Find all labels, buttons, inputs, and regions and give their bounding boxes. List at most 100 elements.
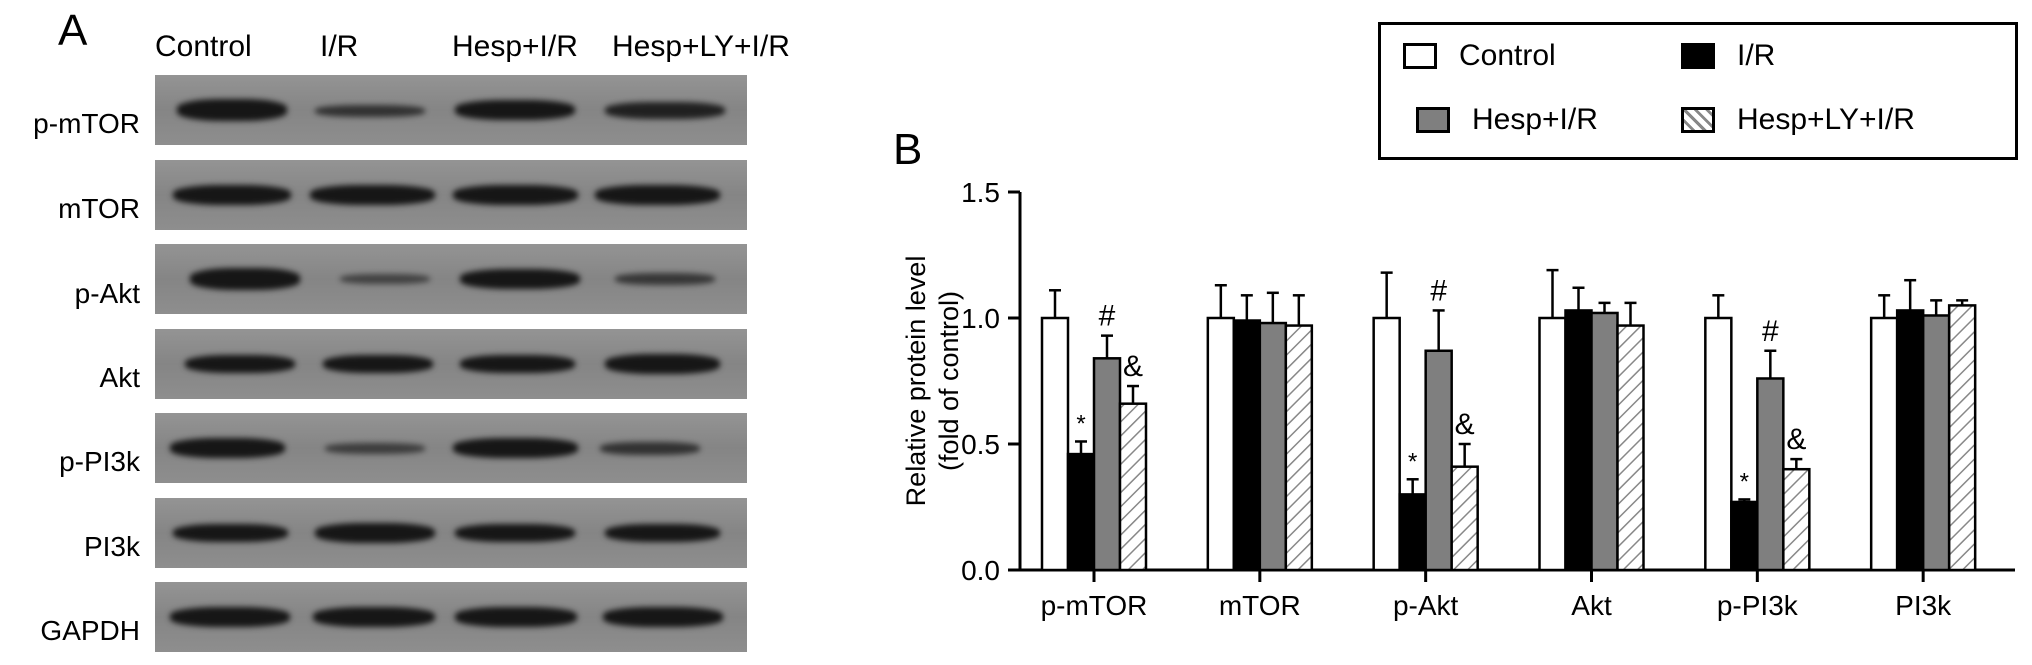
panel-a-letter: A: [58, 6, 88, 55]
significance-marker: *: [1076, 410, 1085, 437]
blot-band: [455, 100, 575, 120]
blot-band: [315, 105, 425, 117]
legend-swatch-ir: [1681, 43, 1715, 69]
bar-I/R-p-PI3k: [1730, 500, 1759, 572]
blot-band: [455, 524, 575, 542]
chart-legend: Control I/R Hesp+I/R Hesp+LY+I/R: [1378, 22, 2018, 160]
panel-b-letter: B: [893, 125, 923, 174]
legend-label-hesp-ir: Hesp+I/R: [1472, 103, 1598, 136]
blot-band: [173, 524, 288, 542]
legend-item-ir: I/R: [1681, 39, 1775, 73]
significance-marker: &: [1786, 423, 1806, 456]
blot-band: [455, 607, 577, 627]
bar-Control-PI3k: [1869, 316, 1899, 572]
blot-row-label-pi3k: PI3k: [83, 531, 140, 562]
blot-band: [177, 99, 287, 121]
blot-band: [453, 438, 578, 458]
x-tick-label: PI3k: [1895, 590, 1952, 621]
blot-band: [185, 355, 295, 373]
lane-header-hesp-ly-ir: Hesp+LY+I/R: [612, 30, 790, 63]
blot-band: [615, 273, 715, 285]
blot-row-label-p-akt: p-Akt: [74, 278, 140, 309]
bar-Control-Akt: [1538, 316, 1567, 572]
blot-band: [190, 268, 300, 290]
blot-strip-p-pi3k: [155, 413, 747, 483]
y-tick-label: 1.5: [961, 177, 1000, 208]
blot-band: [170, 607, 290, 627]
x-tick-label: mTOR: [1219, 590, 1301, 621]
blot-band: [173, 185, 291, 205]
blot-strip-p-mtor: [155, 75, 747, 145]
x-tick-label: p-mTOR: [1041, 590, 1148, 621]
bar-Hesp+I/R-p-PI3k: [1756, 377, 1785, 572]
bar-Hesp+LY+I/R-mTOR: [1284, 324, 1314, 572]
blot-row-label-p-mtor: p-mTOR: [33, 108, 140, 139]
blot-strip-mtor: [155, 160, 747, 230]
blot-band: [325, 443, 425, 454]
legend-label-hesp-ly-ir: Hesp+LY+I/R: [1737, 103, 1915, 136]
blot-strip-p-akt: [155, 244, 747, 314]
blot-band: [605, 524, 720, 542]
legend-swatch-hesp-ir: [1416, 107, 1450, 133]
bar-Control-p-PI3k: [1704, 316, 1733, 572]
bar-Control-p-Akt: [1372, 316, 1401, 572]
y-tick-label: 1.0: [961, 303, 1000, 334]
y-tick-label: 0.5: [961, 429, 1000, 460]
x-tick-label: p-PI3k: [1717, 590, 1799, 621]
bar-I/R-p-mTOR: [1066, 452, 1096, 572]
y-axis-label-line2: (fold of control): [934, 291, 964, 471]
significance-marker: *: [1740, 468, 1749, 495]
blot-band: [170, 438, 285, 458]
bar-Hesp+I/R-PI3k: [1921, 314, 1951, 572]
blot-row-label-mtor: mTOR: [58, 193, 140, 224]
legend-swatch-control: [1403, 43, 1437, 69]
chart-plot-area: 0.0 0.5 1.0 1.5 p-mTOR mTOR p-Akt Akt p-PI3k PI3k…: [961, 177, 2015, 621]
legend-swatch-hesp-ly-ir: [1681, 107, 1715, 133]
significance-marker: #: [1430, 274, 1447, 307]
bar-Hesp+LY+I/R-p-mTOR: [1118, 402, 1148, 572]
bar-Control-mTOR: [1206, 316, 1236, 572]
bar-I/R-Akt: [1564, 309, 1593, 572]
blot-band: [605, 354, 720, 374]
blot-band: [323, 355, 433, 373]
blot-band: [595, 185, 720, 205]
x-tick-label: Akt: [1571, 590, 1612, 621]
legend-item-hesp-ly-ir: Hesp+LY+I/R: [1681, 103, 1915, 137]
blot-band: [310, 185, 435, 205]
significance-marker: #: [1099, 300, 1116, 333]
blot-row-label-gapdh: GAPDH: [40, 615, 140, 646]
western-blot-panel: A Control I/R Hesp+I/R Hesp+LY+I/R p-mTO…: [0, 0, 860, 665]
legend-item-control: Control: [1403, 39, 1556, 73]
blot-strip-gapdh: [155, 582, 747, 652]
blot-band: [453, 185, 578, 205]
blot-band: [340, 274, 430, 284]
lane-header-hesp-ir: Hesp+I/R: [452, 30, 578, 63]
lane-header-ir: I/R: [320, 30, 359, 63]
lane-header-control: Control: [155, 30, 252, 63]
blot-band: [603, 607, 723, 627]
legend-label-control: Control: [1459, 39, 1556, 72]
y-axis-label-line1: Relative protein level: [901, 256, 931, 507]
blot-row-label-akt: Akt: [99, 362, 140, 393]
significance-marker: &: [1123, 350, 1143, 383]
legend-item-hesp-ir: Hesp+I/R: [1416, 103, 1598, 137]
bar-Hesp+I/R-mTOR: [1258, 321, 1288, 572]
bar-Hesp+LY+I/R-p-PI3k: [1782, 467, 1811, 572]
blot-strip-pi3k: [155, 498, 747, 568]
x-tick-label: p-Akt: [1393, 590, 1459, 621]
blot-band: [605, 102, 725, 119]
bar-I/R-PI3k: [1895, 309, 1925, 572]
bar-Hesp+I/R-p-mTOR: [1092, 357, 1122, 572]
blot-band: [315, 523, 435, 543]
bar-Hesp+I/R-Akt: [1590, 311, 1619, 572]
significance-marker: &: [1455, 408, 1475, 441]
blot-row-label-p-pi3k: p-PI3k: [59, 446, 140, 477]
bar-I/R-mTOR: [1232, 319, 1262, 572]
bar-Hesp+I/R-p-Akt: [1424, 349, 1453, 572]
y-tick-label: 0.0: [961, 555, 1000, 586]
bar-Hesp+LY+I/R-Akt: [1616, 324, 1645, 572]
blot-band: [460, 355, 575, 373]
bar-Control-p-mTOR: [1040, 316, 1070, 572]
blot-band: [600, 442, 700, 455]
